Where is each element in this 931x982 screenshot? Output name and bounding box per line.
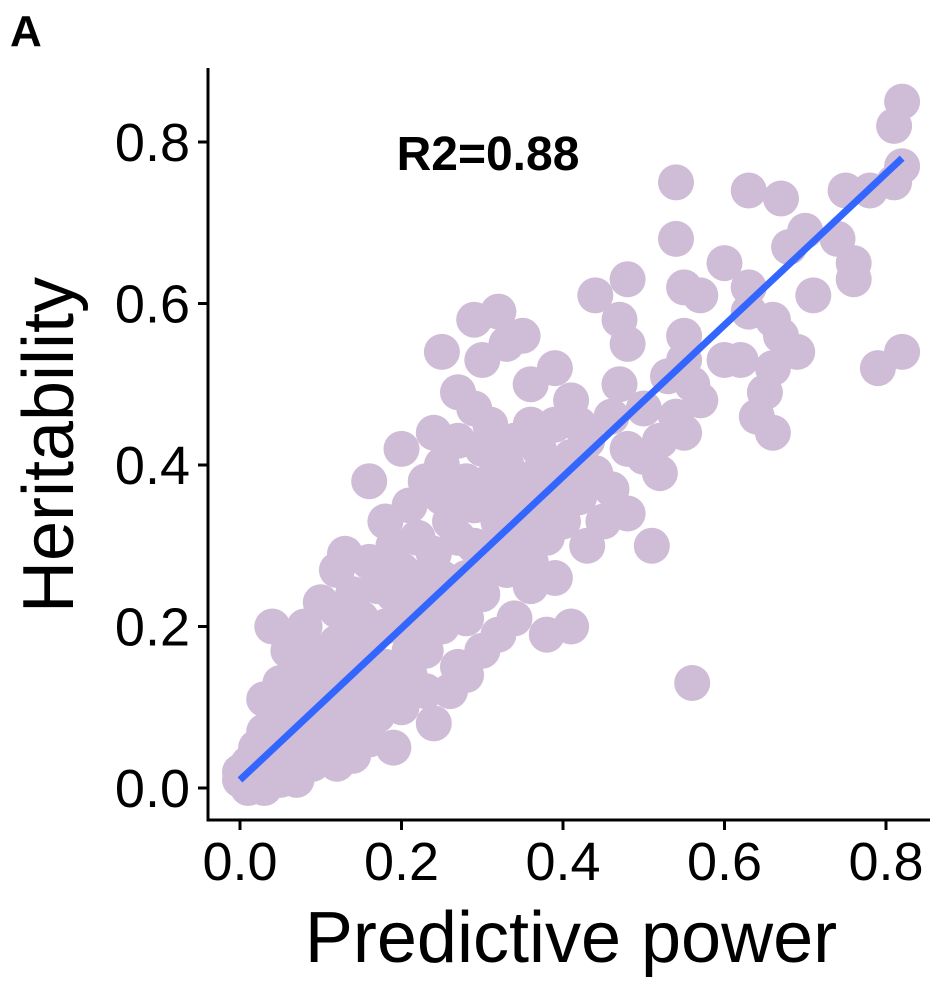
data-point (383, 430, 420, 467)
data-point (658, 164, 694, 201)
x-axis-ticks: 0.0 0.2 0.4 0.6 0.8 (202, 820, 924, 892)
data-point (633, 527, 670, 564)
data-point (569, 527, 606, 564)
data-point (383, 657, 420, 693)
x-tick-label: 0.4 (525, 832, 600, 892)
data-point (512, 406, 549, 443)
data-point (222, 753, 258, 790)
panel-label: A (10, 7, 42, 56)
data-point (674, 366, 711, 403)
y-tick-label: 0.4 (115, 436, 190, 496)
data-point (448, 657, 485, 693)
data-point (536, 560, 573, 596)
data-point (335, 737, 372, 774)
r2-annotation: R2=0.88 (397, 128, 580, 181)
data-point (706, 245, 743, 282)
data-point (561, 479, 598, 516)
data-point (399, 519, 436, 556)
data-point (674, 665, 711, 701)
data-point (504, 317, 541, 354)
data-point (722, 342, 759, 378)
data-point (625, 390, 662, 427)
data-point (754, 414, 791, 451)
data-point (343, 673, 380, 710)
data-point (528, 616, 565, 653)
regression-line (237, 155, 905, 783)
data-point (415, 705, 452, 742)
data-point (609, 261, 646, 298)
data-point (278, 761, 315, 798)
data-point (375, 729, 412, 766)
data-point (795, 277, 832, 314)
data-point (658, 220, 694, 257)
x-tick-label: 0.6 (687, 832, 762, 892)
data-point (351, 463, 388, 500)
data-point (496, 600, 533, 637)
data-point (423, 333, 460, 370)
data-point (448, 463, 485, 500)
data-point (609, 325, 646, 362)
data-point (351, 616, 388, 653)
data-point (520, 511, 557, 548)
x-tick-label: 0.0 (202, 832, 277, 892)
x-axis-title: Predictive power (305, 898, 837, 978)
data-point (536, 350, 573, 387)
data-point (254, 721, 291, 758)
y-tick-label: 0.0 (115, 759, 190, 819)
y-tick-label: 0.6 (115, 275, 190, 335)
data-point (375, 576, 412, 613)
data-point (423, 560, 460, 596)
data-point (601, 366, 638, 403)
data-point (577, 277, 614, 314)
data-point (876, 107, 913, 144)
data-point (730, 172, 767, 209)
data-point (682, 277, 719, 314)
data-point (391, 487, 428, 524)
data-point (593, 471, 630, 508)
data-point (625, 438, 662, 475)
y-axis-ticks: 0.0 0.2 0.4 0.6 0.8 (115, 113, 208, 819)
y-axis-title: Heritability (9, 277, 89, 613)
data-point (278, 648, 315, 685)
data-point (318, 697, 355, 734)
data-point (859, 350, 896, 387)
y-tick-label: 0.8 (115, 113, 190, 173)
data-point (763, 180, 799, 217)
data-point (835, 261, 872, 298)
data-point (504, 463, 541, 500)
data-point (415, 414, 452, 451)
y-tick-label: 0.2 (115, 598, 190, 658)
points-layer (222, 83, 921, 806)
x-tick-label: 0.2 (364, 832, 439, 892)
data-point (456, 301, 493, 338)
x-tick-label: 0.8 (848, 832, 923, 892)
data-point (432, 503, 468, 540)
